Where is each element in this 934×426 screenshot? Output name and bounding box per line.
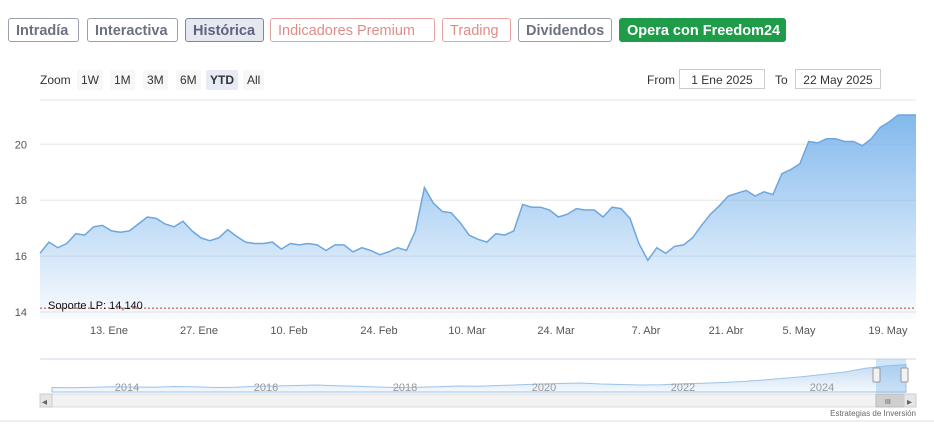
x-tick-label: 5. May <box>782 325 816 337</box>
x-axis: 13. Ene 27. Ene 10. Feb 24. Feb 10. Mar 24. M… <box>90 325 908 337</box>
zoom-all-button[interactable]: All <box>243 70 265 90</box>
from-date-input[interactable]: 1 Ene 2025 <box>679 69 765 89</box>
price-line <box>39 114 916 262</box>
scrollbar[interactable]: ◂ III ▸ <box>39 393 917 408</box>
tab-trading[interactable]: Trading <box>442 18 511 42</box>
x-tick-label: 27. Ene <box>180 325 218 337</box>
x-tick-label: 21. Abr <box>709 325 744 337</box>
navigator-year-label: 2024 <box>810 382 834 394</box>
navigator-years: 2014 2016 2018 2020 2022 2024 <box>115 382 834 394</box>
x-tick-label: 7. Abr <box>632 325 661 337</box>
y-tick-label: 18 <box>15 195 27 207</box>
navigator[interactable]: 2014 2016 2018 2020 2022 2024 <box>40 358 916 394</box>
y-tick-label: 14 <box>15 307 27 319</box>
navigator-year-label: 2020 <box>532 382 556 394</box>
price-area <box>40 115 916 318</box>
scroll-right-button[interactable] <box>903 393 917 408</box>
tab-opera-freedom24[interactable]: Opera con Freedom24 <box>619 18 786 42</box>
scroll-left-button[interactable] <box>39 393 53 408</box>
to-date-input[interactable]: 22 May 2025 <box>795 69 881 89</box>
from-label: From <box>647 73 675 87</box>
x-tick-label: 10. Feb <box>270 325 307 337</box>
scroll-thumb-grip: III <box>885 399 891 406</box>
zoom-1w-button[interactable]: 1W <box>77 70 103 90</box>
zoom-1m-button[interactable]: 1M <box>110 70 135 90</box>
to-label: To <box>775 73 788 87</box>
zoom-label: Zoom <box>40 73 71 87</box>
x-tick-label: 19. May <box>868 325 908 337</box>
support-label: Soporte LP: 14,140 <box>48 300 143 312</box>
watermark: Estrategias de Inversión <box>830 409 916 418</box>
y-tick-label: 20 <box>15 139 27 151</box>
navigator-year-label: 2018 <box>393 382 417 394</box>
navigator-area <box>51 363 907 393</box>
tab-intradia[interactable]: Intradía <box>8 18 79 42</box>
y-tick-label: 16 <box>15 251 27 263</box>
tab-dividendos[interactable]: Dividendos <box>518 18 612 42</box>
zoom-ytd-button[interactable]: YTD <box>206 70 238 90</box>
x-tick-label: 13. Ene <box>90 325 128 337</box>
navigator-year-label: 2016 <box>254 382 278 394</box>
tab-interactiva[interactable]: Interactiva <box>87 18 178 42</box>
x-tick-label: 24. Mar <box>537 325 575 337</box>
chevron-left-icon: ◂ <box>42 397 47 408</box>
zoom-6m-button[interactable]: 6M <box>176 70 201 90</box>
tab-indicadores-premium[interactable]: Indicadores Premium <box>270 18 435 42</box>
x-tick-label: 24. Feb <box>360 325 397 337</box>
zoom-3m-button[interactable]: 3M <box>143 70 168 90</box>
chevron-right-icon: ▸ <box>907 397 912 408</box>
navigator-handle-left[interactable] <box>872 367 881 383</box>
x-tick-label: 10. Mar <box>448 325 486 337</box>
navigator-year-label: 2014 <box>115 382 139 394</box>
navigator-handle-right[interactable] <box>900 367 909 383</box>
navigator-year-label: 2022 <box>671 382 695 394</box>
y-axis: 14 16 18 20 <box>15 139 27 319</box>
tab-historica[interactable]: Histórica <box>185 18 264 42</box>
